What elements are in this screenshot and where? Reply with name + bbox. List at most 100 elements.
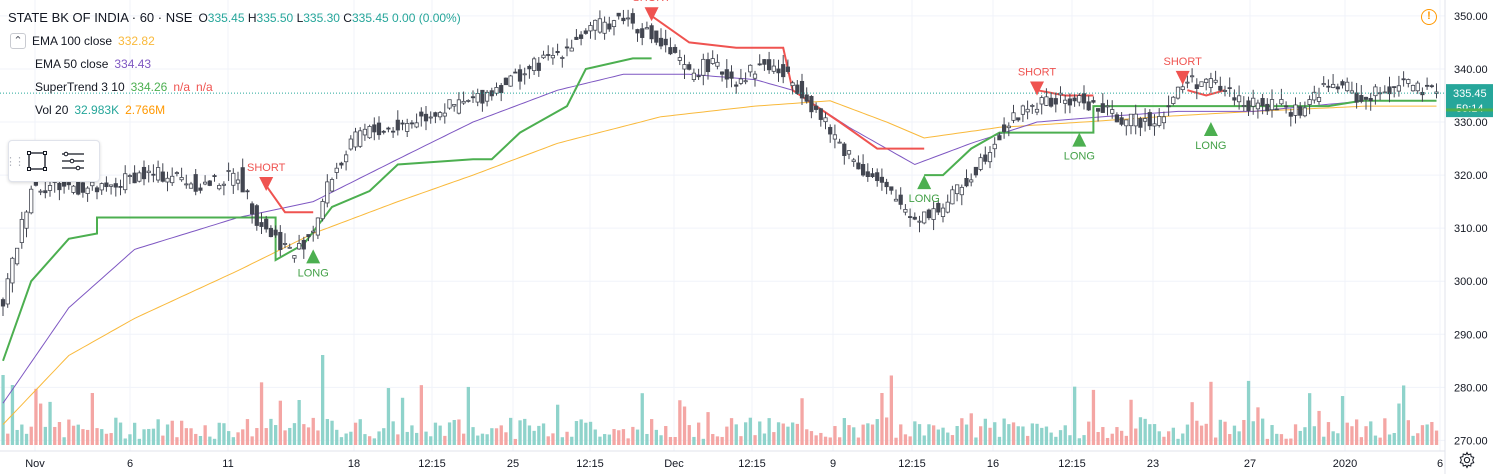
candle-body <box>776 68 781 74</box>
volume-bar <box>123 438 127 445</box>
candle <box>1288 108 1293 127</box>
candle <box>776 59 781 82</box>
candle <box>292 255 297 263</box>
candle-body <box>1110 109 1115 114</box>
candle-body <box>1143 118 1148 122</box>
volume-bar <box>245 419 250 445</box>
short-signal-marker <box>259 177 274 192</box>
candle <box>104 176 109 192</box>
candle <box>917 215 922 233</box>
candle-body <box>1410 84 1416 92</box>
candle-body <box>1321 83 1326 86</box>
list-icon[interactable] <box>55 143 91 179</box>
candle-body <box>724 69 729 80</box>
candle <box>240 158 245 193</box>
candle <box>1251 89 1256 115</box>
volume-bar <box>1016 426 1020 445</box>
candle <box>898 187 903 210</box>
price-tick-label: 300.00 <box>1454 276 1488 288</box>
indicator-supertrend[interactable]: SuperTrend 3 10 334.26 n/a n/a <box>8 75 461 98</box>
time-tick-label: 18 <box>348 458 360 470</box>
candle-body <box>1373 86 1378 97</box>
volume-bar <box>1157 431 1161 445</box>
volume-bar <box>1082 435 1086 445</box>
candle-body <box>532 58 537 72</box>
candle-body <box>790 82 795 86</box>
volume-bar <box>363 434 367 445</box>
drawing-toolbar[interactable]: ⋮⋮ <box>5 140 100 182</box>
indicator-value: 32.983K <box>74 102 120 117</box>
candle <box>127 173 132 185</box>
candle-body <box>1396 85 1401 92</box>
drag-handle-icon[interactable]: ⋮⋮ <box>5 155 25 168</box>
long-signal-label: LONG <box>1064 151 1095 163</box>
candle-body <box>536 62 541 71</box>
candle <box>1039 95 1044 115</box>
candle-body <box>926 209 932 219</box>
volume-bar <box>1040 427 1044 445</box>
candle <box>583 28 588 35</box>
candle-body <box>1199 81 1204 87</box>
candle-body <box>184 183 189 186</box>
candle-body <box>1030 105 1035 107</box>
volume-bar <box>203 425 207 445</box>
candle-body <box>141 166 147 180</box>
candle <box>1091 96 1096 104</box>
candle <box>560 55 565 68</box>
alert-icon[interactable]: ! <box>1421 9 1437 25</box>
candle <box>696 68 701 80</box>
volume-bar <box>885 417 889 445</box>
candle-body <box>282 243 288 245</box>
candle <box>743 72 748 85</box>
volume-bar <box>560 437 564 445</box>
candle-body <box>1208 78 1213 88</box>
volume-bar <box>852 427 856 445</box>
candle <box>626 9 631 27</box>
volume-bar <box>678 400 682 445</box>
ohlc-values: O335.45 H335.50 L335.30 C335.45 0.00 (0.… <box>198 10 461 25</box>
indicator-ema100[interactable]: ⌃ EMA 100 close 332.82 <box>8 29 461 52</box>
candle-body <box>1406 79 1411 84</box>
volume-bar <box>311 417 315 445</box>
candle <box>249 201 255 224</box>
candle-body <box>1091 100 1096 103</box>
candle-body <box>170 175 175 184</box>
time-tick-label: 6 <box>1437 458 1443 470</box>
volume-bar <box>292 423 297 445</box>
candle-body <box>593 19 598 31</box>
indicator-volume[interactable]: Vol 20 32.983K 2.766M <box>8 98 461 121</box>
candle-body <box>489 90 494 97</box>
candle <box>428 111 433 124</box>
candle-body <box>66 182 71 186</box>
candle <box>320 198 325 222</box>
candle <box>1368 92 1373 111</box>
volume-bar <box>217 422 221 445</box>
candle <box>546 45 551 61</box>
candle <box>987 146 993 169</box>
volume-bar <box>283 430 287 445</box>
candle-body <box>865 171 870 177</box>
volume-bar <box>1073 386 1077 445</box>
volume-bar <box>438 425 442 445</box>
candle-body <box>1227 87 1232 90</box>
candle-body <box>767 59 772 71</box>
candle <box>616 12 621 20</box>
rectangle-icon[interactable] <box>19 143 55 179</box>
volume-bar <box>396 434 400 445</box>
gear-icon[interactable] <box>1458 451 1476 469</box>
candle-body <box>343 154 349 163</box>
candle-body <box>1293 104 1298 116</box>
volume-bar <box>1387 434 1392 445</box>
candle <box>691 68 697 82</box>
collapse-chevron-icon[interactable]: ⌃ <box>10 32 26 49</box>
time-tick-label: Nov <box>25 458 45 470</box>
symbol-title[interactable]: STATE BK OF INDIA · 60 · NSE <box>8 9 193 25</box>
candle <box>1114 112 1119 123</box>
candle-body <box>1053 98 1058 105</box>
volume-bar <box>1228 434 1232 445</box>
volume-bar <box>1181 433 1185 445</box>
volume-bar <box>1397 403 1401 445</box>
volume-bar <box>330 420 334 445</box>
indicator-ema50[interactable]: EMA 50 close 334.43 <box>8 52 461 75</box>
